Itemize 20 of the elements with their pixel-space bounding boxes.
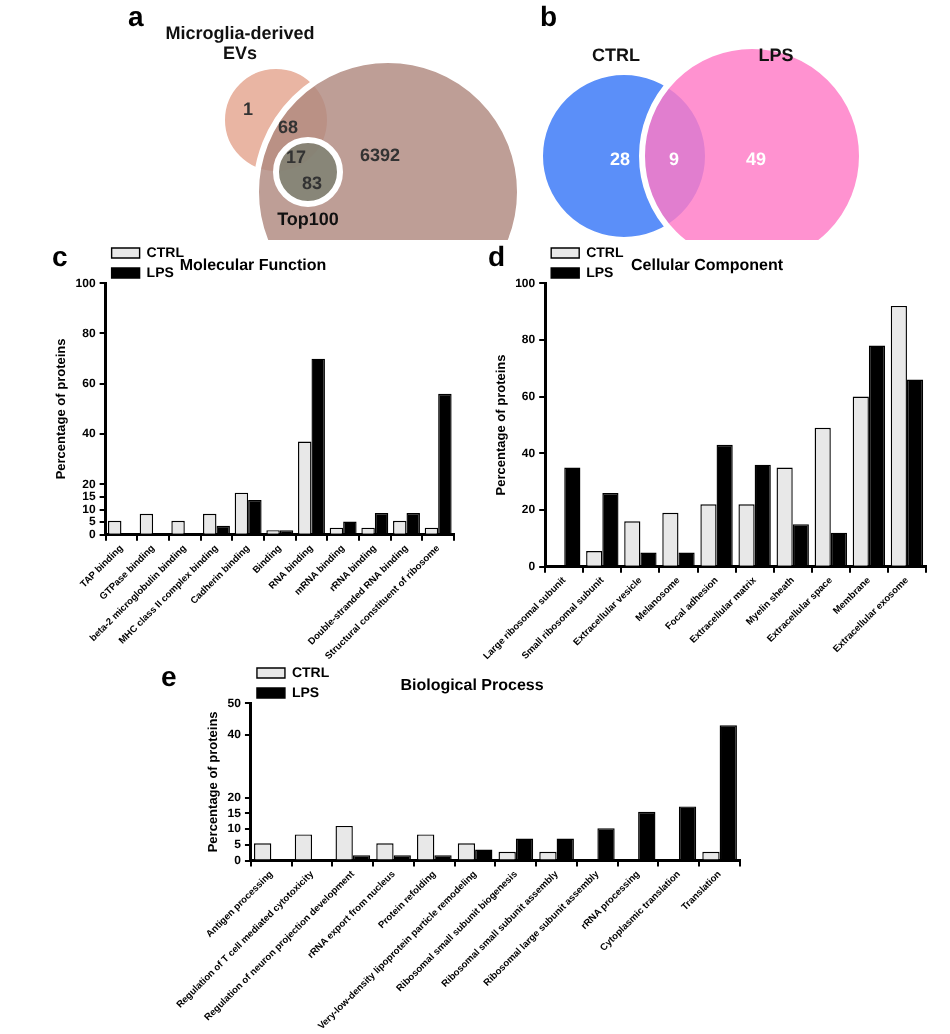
text: c xyxy=(52,239,68,272)
category-label: LPS xyxy=(758,44,794,65)
category-label: Top100 xyxy=(277,208,339,229)
chart-title: Molecular Function xyxy=(179,256,327,275)
chart-title: Biological Process xyxy=(400,676,545,695)
text: 83 xyxy=(301,172,323,193)
text: e xyxy=(160,659,177,692)
category-label: Microglia-derived EVs xyxy=(165,22,315,63)
text: d xyxy=(488,239,506,272)
text: 9 xyxy=(668,148,680,169)
text: 49 xyxy=(745,148,767,169)
text: 17 xyxy=(285,146,307,167)
category-label: CTRL xyxy=(592,44,641,65)
text: a xyxy=(128,0,144,32)
text: b xyxy=(540,0,558,32)
text: 6392 xyxy=(359,144,401,165)
text: 1 xyxy=(242,98,254,119)
text: 28 xyxy=(609,148,631,169)
text: 68 xyxy=(277,116,299,137)
chart-title: Cellular Component xyxy=(630,256,784,275)
